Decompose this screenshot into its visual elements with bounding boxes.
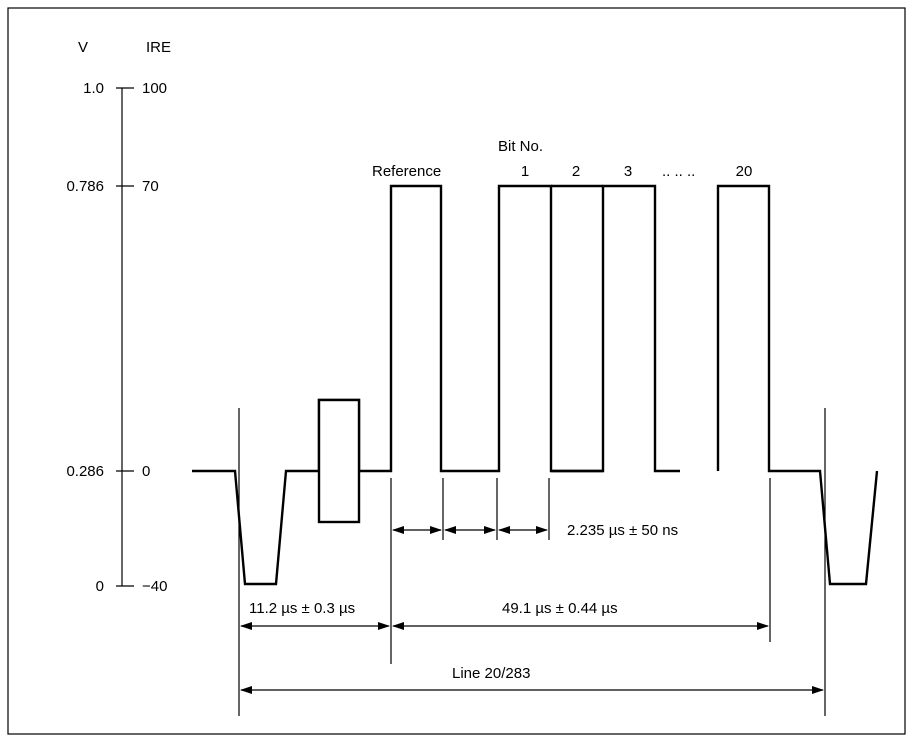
diagram-border [7, 7, 906, 735]
bit-20-label: 20 [736, 163, 753, 180]
bit-1-label: 1 [521, 163, 529, 180]
level-v-3: 0.286 [66, 463, 104, 480]
bit-ellipsis-label: .. .. .. [662, 163, 695, 180]
video-signal-waveform [192, 184, 680, 586]
level-v-4: 0 [96, 578, 104, 595]
bit-2-label: 2 [572, 163, 580, 180]
start-time-label: 11.2 µs ± 0.3 µs [249, 600, 355, 617]
bit-3-label: 3 [624, 163, 632, 180]
level-ire-3: 0 [142, 463, 150, 480]
bit-no-label: Bit No. [498, 138, 543, 155]
color-burst-box [317, 398, 361, 524]
level-ire-1: 100 [142, 80, 167, 97]
reference-label: Reference [372, 163, 441, 180]
level-v-2: 0.786 [66, 178, 104, 195]
level-v-1: 1.0 [83, 80, 104, 97]
video-signal-waveform-end [716, 184, 879, 586]
ire-axis-header: IRE [146, 39, 171, 56]
level-ire-2: 70 [142, 178, 159, 195]
data-span-label: 49.1 µs ± 0.44 µs [502, 600, 618, 617]
line-number-label: Line 20/283 [452, 665, 530, 682]
v-axis-header: V [78, 39, 88, 56]
level-ire-4: −40 [142, 578, 167, 595]
bit-period-label: 2.235 µs ± 50 ns [567, 522, 678, 539]
